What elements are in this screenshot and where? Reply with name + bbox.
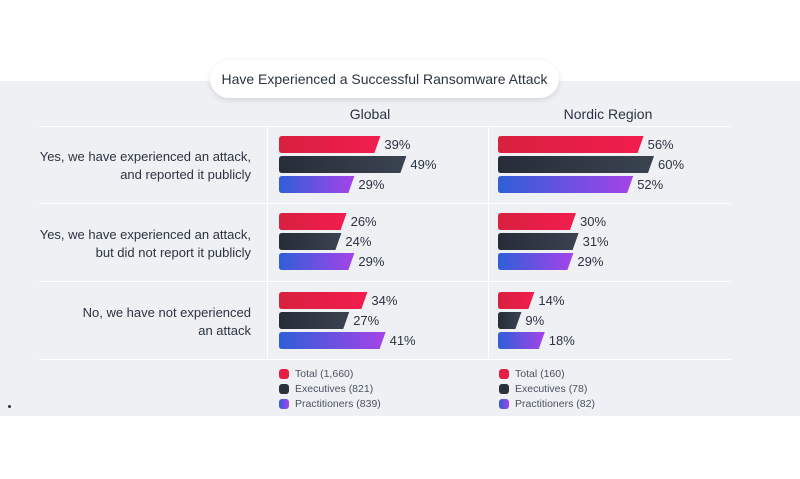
bar-value-label: 26% <box>351 214 377 229</box>
bar-value-label: 24% <box>345 234 371 249</box>
bar-value-label: 60% <box>658 157 684 172</box>
bar-executives <box>279 312 350 329</box>
bar-value-label: 31% <box>583 234 609 249</box>
bar-total <box>498 136 644 153</box>
bar-practitioners <box>279 176 355 193</box>
bar-executives <box>498 156 654 173</box>
legend-item: Total (160) <box>499 366 595 381</box>
bar-value-label: 29% <box>358 177 384 192</box>
row-label-no-attack: No, we have not experienced an attack <box>21 304 251 340</box>
decorative-dot <box>8 405 11 408</box>
bar-total <box>498 213 576 230</box>
bar-executives <box>279 233 342 250</box>
bar-total <box>498 292 535 309</box>
legend-label: Executives (78) <box>515 382 588 395</box>
row-label-line: an attack <box>198 323 251 338</box>
legend-swatch <box>279 383 289 394</box>
column-divider <box>267 126 268 360</box>
bar-total <box>279 213 347 230</box>
bar-total <box>279 292 368 309</box>
bar-practitioners <box>279 253 355 270</box>
row-label-line: Yes, we have experienced an attack, <box>39 149 251 164</box>
row-divider <box>39 281 731 282</box>
row-divider <box>39 203 731 204</box>
legend-item: Total (1,660) <box>279 366 381 381</box>
legend-swatch <box>279 368 289 379</box>
legend-item: Executives (821) <box>279 381 381 396</box>
bar-value-label: 29% <box>358 254 384 269</box>
legend-label: Total (160) <box>515 367 565 380</box>
row-label-line: No, we have not experienced <box>82 305 251 320</box>
bar-value-label: 27% <box>353 313 379 328</box>
legend-label: Practitioners (839) <box>295 397 381 410</box>
row-label-line: but did not report it publicly <box>95 245 251 260</box>
legend-item: Practitioners (82) <box>499 396 595 411</box>
legend-label: Total (1,660) <box>295 367 354 380</box>
bar-value-label: 52% <box>637 177 663 192</box>
bar-value-label: 9% <box>525 313 544 328</box>
bar-value-label: 41% <box>390 333 416 348</box>
bar-value-label: 30% <box>580 214 606 229</box>
column-divider <box>488 126 489 360</box>
bar-value-label: 39% <box>384 137 410 152</box>
row-label-line: and reported it publicly <box>120 167 251 182</box>
chart-title: Have Experienced a Successful Ransomware… <box>210 60 559 98</box>
legend-item: Practitioners (839) <box>279 396 381 411</box>
legend-swatch <box>279 398 289 409</box>
row-divider <box>39 126 731 127</box>
bar-executives <box>498 312 522 329</box>
legend-global: Total (1,660) Executives (821) Practitio… <box>279 366 381 411</box>
bar-value-label: 29% <box>577 254 603 269</box>
bar-practitioners <box>498 176 634 193</box>
bar-value-label: 34% <box>371 293 397 308</box>
bar-practitioners <box>498 253 574 270</box>
legend-label: Practitioners (82) <box>515 397 595 410</box>
chart-panel <box>0 81 800 416</box>
legend-nordic: Total (160) Executives (78) Practitioner… <box>499 366 595 411</box>
legend-item: Executives (78) <box>499 381 595 396</box>
bar-value-label: 14% <box>538 293 564 308</box>
bar-value-label: 56% <box>648 137 674 152</box>
bar-value-label: 18% <box>549 333 575 348</box>
bar-executives <box>279 156 407 173</box>
row-label-reported: Yes, we have experienced an attack, and … <box>21 148 251 184</box>
legend-swatch <box>499 398 509 409</box>
bar-practitioners <box>279 332 386 349</box>
panel-header-global: Global <box>349 106 391 122</box>
panel-header-nordic: Nordic Region <box>563 106 653 122</box>
bar-executives <box>498 233 579 250</box>
legend-swatch <box>499 383 509 394</box>
row-divider <box>39 359 731 360</box>
row-label-line: Yes, we have experienced an attack, <box>39 227 251 242</box>
row-label-not-reported: Yes, we have experienced an attack, but … <box>21 226 251 262</box>
bar-practitioners <box>498 332 545 349</box>
legend-swatch <box>499 368 509 379</box>
legend-label: Executives (821) <box>295 382 374 395</box>
bar-value-label: 49% <box>410 157 436 172</box>
bar-total <box>279 136 381 153</box>
